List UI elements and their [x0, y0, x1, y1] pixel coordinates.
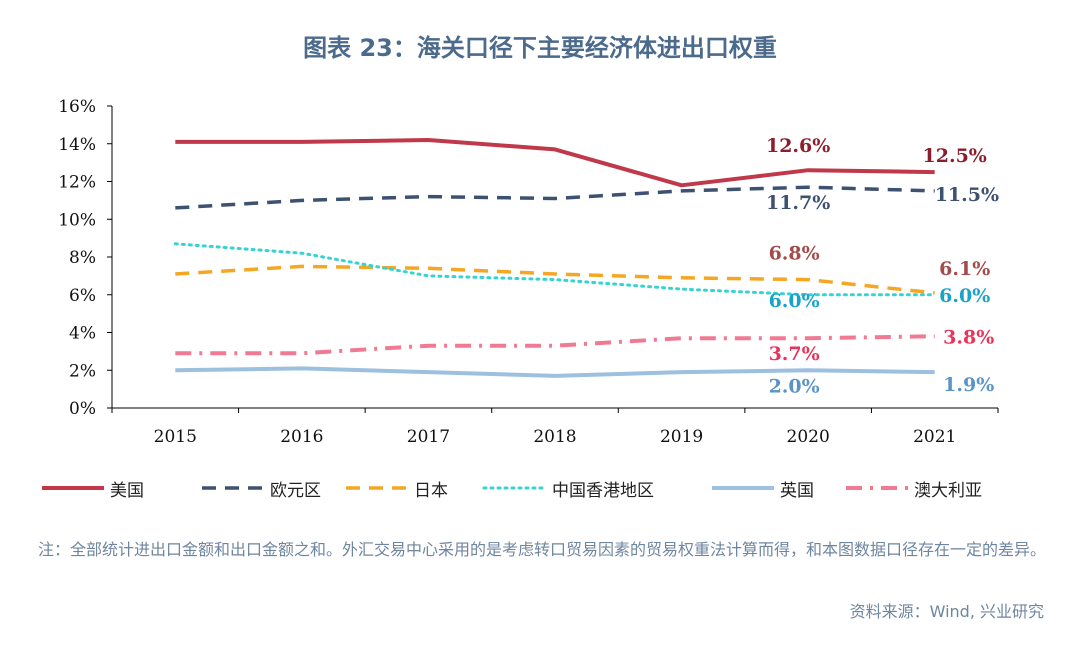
legend-swatch [346, 486, 408, 490]
data-label: 12.6% [766, 135, 830, 157]
x-tick-label: 2015 [154, 427, 197, 447]
legend-label: 欧元区 [270, 480, 321, 501]
x-tick-label: 2021 [913, 427, 956, 447]
y-tick-label: 10% [58, 210, 96, 230]
legend-swatch [482, 486, 548, 490]
y-tick-label: 16% [58, 97, 96, 117]
legend-label: 中国香港地区 [552, 480, 654, 501]
chart-legend: 美国 欧元区 日本 中国香港地区 英国 澳大利亚 [40, 474, 1050, 502]
series-line-5 [175, 334, 935, 356]
series-line-2 [175, 264, 935, 295]
source-line: 资料来源：Wind, 兴业研究 [849, 602, 1044, 621]
data-label: 6.0% [769, 290, 820, 312]
legend-item-1: 欧元区 [200, 474, 321, 502]
series-line-3 [173, 242, 937, 297]
y-tick-label: 14% [58, 135, 96, 155]
legend-label: 美国 [110, 480, 144, 501]
legend-item-2: 日本 [344, 474, 448, 502]
legend-item-5: 澳大利亚 [844, 474, 982, 502]
y-tick-label: 12% [58, 173, 96, 193]
data-label: 2.0% [769, 375, 820, 397]
legend-swatch [846, 486, 908, 490]
data-label: 6.1% [939, 258, 990, 280]
legend-label: 澳大利亚 [914, 480, 982, 501]
x-tick-label: 2020 [787, 427, 830, 447]
x-tick-label: 2016 [280, 427, 323, 447]
x-tick-label: 2019 [660, 427, 703, 447]
legend-swatch [202, 486, 264, 490]
legend-label: 日本 [414, 480, 448, 501]
legend-swatch [42, 486, 104, 490]
data-label: 11.7% [766, 192, 830, 214]
y-tick-label: 6% [69, 286, 96, 306]
y-tick-label: 8% [69, 248, 96, 268]
line-chart: 0% 2% 4% 6% 8% 10% 12% 14% 16% 2015 2016 2017 2018 20… [58, 97, 999, 447]
series-line-0 [175, 138, 935, 188]
y-tick-label: 2% [69, 361, 96, 381]
legend-item-4: 英国 [710, 474, 814, 502]
data-label: 6.0% [939, 285, 990, 307]
y-tick-label: 0% [69, 399, 96, 419]
series-line-1 [175, 185, 935, 210]
legend-swatch [712, 486, 774, 490]
y-tick-label: 4% [69, 324, 96, 344]
data-label: 3.7% [769, 343, 820, 365]
x-tick-label: 2018 [533, 427, 576, 447]
data-label: 6.8% [769, 243, 820, 265]
chart-title: 图表 23：海关口径下主要经济体进出口权重 [303, 34, 777, 62]
footnote: 注：全部统计进出口金额和出口金额之和。外汇交易中心采用的是考虑转口贸易因素的贸易… [38, 540, 1047, 559]
legend-item-0: 美国 [40, 474, 144, 502]
legend-label: 英国 [780, 480, 814, 501]
data-label: 11.5% [935, 184, 999, 206]
data-label: 1.9% [943, 374, 994, 396]
data-label: 12.5% [923, 145, 987, 167]
x-tick-label: 2017 [407, 427, 450, 447]
data-label: 3.8% [943, 326, 994, 348]
legend-item-3: 中国香港地区 [482, 474, 654, 502]
series-line-4 [175, 366, 935, 378]
